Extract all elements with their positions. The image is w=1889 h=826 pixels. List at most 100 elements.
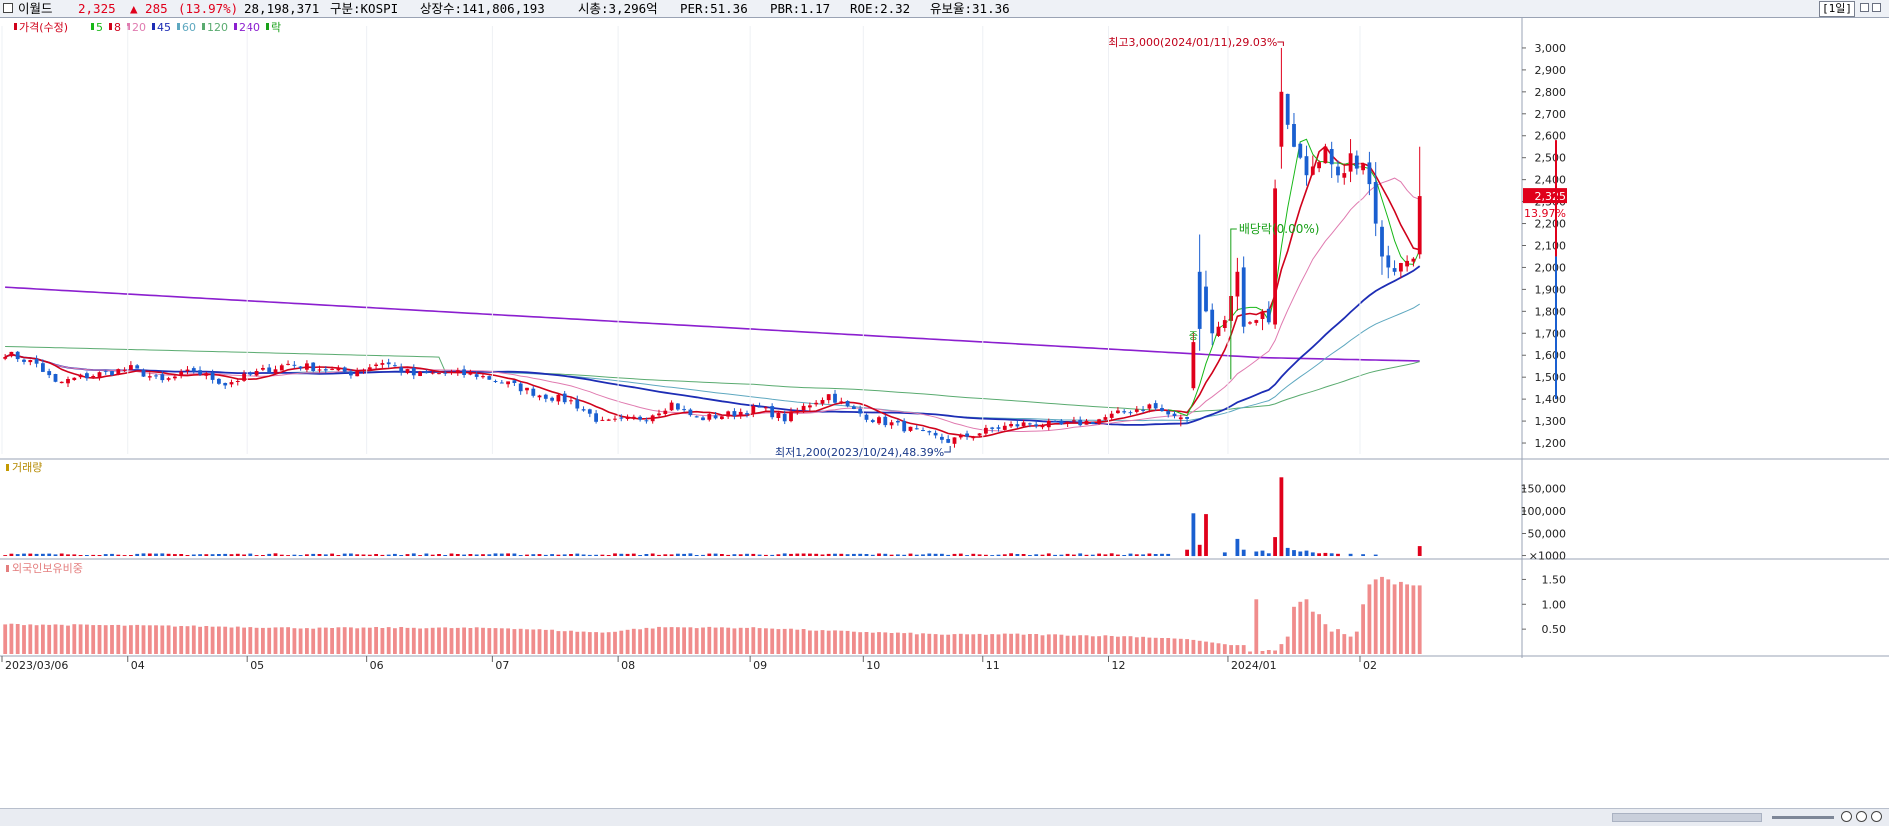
candle-body xyxy=(902,420,907,432)
period-selector[interactable]: [1일] xyxy=(1819,1,1855,17)
candle-body xyxy=(1009,424,1013,427)
candle xyxy=(1040,423,1045,430)
candle xyxy=(870,418,875,424)
volume-bar xyxy=(1185,549,1189,556)
volume-bar xyxy=(600,554,605,556)
zoom-slider[interactable] xyxy=(1772,816,1834,819)
foreign-bar xyxy=(1260,651,1265,654)
candle xyxy=(1160,404,1164,412)
foreign-bar xyxy=(28,624,33,654)
candle xyxy=(562,390,567,405)
candle xyxy=(638,415,642,422)
foreign-bar xyxy=(1210,642,1215,654)
candle-body xyxy=(1040,425,1045,428)
zoom-out-icon[interactable] xyxy=(1856,811,1867,822)
stock-chart[interactable]: 1,200 1,300 1,400 1,500 1,600 1,700 1,800 1,900… xyxy=(0,18,1889,808)
scrollbar-thumb[interactable] xyxy=(1612,813,1762,822)
candle-body xyxy=(1273,188,1277,325)
close-button[interactable] xyxy=(1872,3,1881,12)
foreign-bar xyxy=(613,631,617,654)
candle xyxy=(581,406,586,412)
candle xyxy=(537,394,542,401)
foreign-bar xyxy=(808,630,812,654)
legend-swatch xyxy=(266,23,269,30)
candle-body xyxy=(72,377,77,380)
candle xyxy=(1078,416,1083,427)
candle xyxy=(1266,301,1271,325)
candle-body xyxy=(575,399,580,409)
foreign-bar xyxy=(72,624,77,654)
candle-body xyxy=(1342,173,1347,178)
trade-volume: 28,198,371 xyxy=(244,1,320,16)
candle xyxy=(770,403,775,420)
candle xyxy=(66,376,70,388)
volume-bar xyxy=(1348,553,1353,557)
volume-bar xyxy=(965,555,969,556)
foreign-bar xyxy=(355,628,360,654)
candle xyxy=(292,361,297,369)
foreign-bar xyxy=(940,634,944,654)
foreign-bar xyxy=(411,627,416,654)
y-tick-label: 1,800 xyxy=(1535,305,1567,318)
candle-body xyxy=(41,363,45,372)
volume-bar xyxy=(657,554,661,556)
candle-body xyxy=(1304,156,1309,176)
volume-bar xyxy=(317,554,322,556)
price-panel xyxy=(0,18,1889,458)
candle-body xyxy=(512,380,517,383)
volume-bar xyxy=(1128,553,1133,556)
legend-swatch xyxy=(177,23,180,30)
candle-body xyxy=(1354,155,1359,169)
candle xyxy=(682,405,686,412)
x-tick-label: 09 xyxy=(753,659,767,672)
candle xyxy=(569,397,573,405)
volume-bar xyxy=(839,553,844,556)
candle-body xyxy=(1128,412,1133,414)
foreign-bar xyxy=(1336,629,1340,654)
volume-bar xyxy=(1122,555,1127,556)
zoom-reset-icon[interactable] xyxy=(1871,811,1882,822)
foreign-bar xyxy=(1084,635,1089,654)
candle xyxy=(669,400,674,411)
volume-bar xyxy=(826,553,831,556)
foreign-bar xyxy=(41,624,45,654)
candle-body xyxy=(229,382,234,385)
y-tick-label: 2,700 xyxy=(1535,108,1567,121)
foreign-bar xyxy=(267,627,272,654)
candle-body xyxy=(619,417,624,419)
volume-bar xyxy=(940,553,944,556)
candle-body xyxy=(732,411,737,417)
candle xyxy=(550,396,554,403)
candle xyxy=(1116,407,1120,414)
candle-body xyxy=(657,413,661,416)
foreign-bar xyxy=(386,627,391,654)
candle-body xyxy=(569,400,573,402)
foreign-bar xyxy=(631,628,636,654)
volume-bar xyxy=(160,553,165,556)
volume-bar xyxy=(977,554,982,556)
foreign-bar xyxy=(1417,585,1422,654)
volume-bar xyxy=(1059,554,1064,556)
volume-bar xyxy=(562,554,567,556)
candle xyxy=(575,395,580,412)
volume-bar xyxy=(386,554,391,556)
candle-body xyxy=(242,373,246,381)
high-annotation: 최고3,000(2024/01/11),29.03% xyxy=(1108,36,1277,49)
candle-body xyxy=(1053,421,1057,422)
candle-body xyxy=(85,373,89,379)
foreign-bar xyxy=(1304,599,1309,654)
zoom-in-icon[interactable] xyxy=(1841,811,1852,822)
maximize-button[interactable] xyxy=(1860,3,1869,12)
foreign-bar xyxy=(1128,636,1133,654)
market-type: 구분:KOSPI xyxy=(330,1,399,16)
candle xyxy=(751,403,756,418)
foreign-bar xyxy=(254,627,259,654)
candle xyxy=(518,381,523,395)
panel-checkbox[interactable] xyxy=(3,3,13,13)
candle-body xyxy=(587,409,592,414)
volume-bar xyxy=(789,553,793,556)
candle-body xyxy=(996,427,1001,429)
candle xyxy=(512,380,517,387)
volume-bar xyxy=(399,555,404,556)
candle-body xyxy=(198,370,202,375)
